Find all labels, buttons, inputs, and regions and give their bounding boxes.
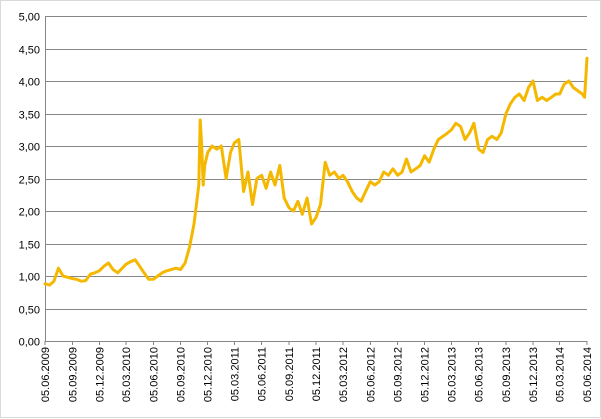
x-tick-label: 05.03.2011: [229, 347, 241, 401]
y-tick-label: 0,50: [19, 305, 40, 317]
x-tick-label: 05.12.2010: [203, 347, 215, 402]
x-tick-label: 05.12.2011: [311, 347, 323, 401]
x-tick-label: 05.06.2010: [148, 347, 160, 402]
x-tick-label: 05.12.2012: [420, 347, 432, 402]
y-tick-label: 2,50: [19, 175, 40, 187]
x-tick-label: 05.06.2013: [474, 347, 486, 402]
y-tick-label: 5,00: [19, 12, 40, 24]
y-tick-label: 1,50: [19, 240, 40, 252]
x-tick-label: 05.03.2010: [121, 347, 133, 402]
x-tick-label: 05.06.2009: [40, 347, 52, 402]
x-tick-label: 05.12.2009: [94, 347, 106, 402]
y-tick-label: 4,50: [19, 45, 40, 57]
x-tick-label: 05.09.2009: [67, 347, 79, 402]
series-line: [45, 58, 587, 285]
y-tick-label: 2,00: [19, 207, 40, 219]
x-tick-label: 05.03.2013: [446, 347, 458, 402]
x-tick-label: 05.03.2014: [555, 347, 567, 402]
x-tick-label: 05.09.2010: [176, 347, 188, 402]
x-axis-ticks: 05.06.2009 05.09.2009 05.12.2009 05.03.2010…: [40, 341, 594, 402]
gridlines: [45, 16, 587, 342]
x-tick-label: 05.03.2012: [338, 347, 350, 402]
x-tick-label: 05.09.2013: [501, 347, 513, 402]
y-axis-ticks: 0,00 0,50 1,00 1,50 2,00 2,50 3,00 3,50 4,00 4,50…: [19, 12, 40, 349]
y-tick-label: 3,00: [19, 142, 40, 154]
y-tick-label: 1,00: [19, 272, 40, 284]
series-group: [45, 58, 587, 285]
y-tick-label: 3,50: [19, 110, 40, 122]
x-tick-label: 05.09.2012: [393, 347, 405, 402]
y-tick-label: 4,00: [19, 77, 40, 89]
y-tick-label: 0,00: [19, 337, 40, 349]
x-tick-label: 05.06.2011: [257, 347, 269, 401]
x-tick-label: 05.12.2013: [528, 347, 540, 402]
x-tick-label: 05.09.2011: [284, 347, 296, 401]
x-tick-label: 05.06.2014: [582, 347, 594, 402]
x-tick-label: 05.06.2012: [365, 347, 377, 402]
